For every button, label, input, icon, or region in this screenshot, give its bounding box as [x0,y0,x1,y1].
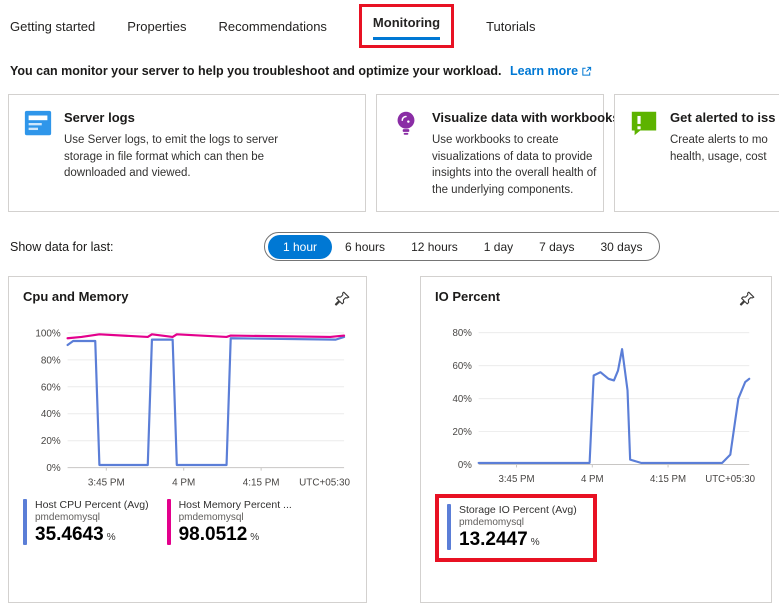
metric-value: 13.2447% [459,528,577,550]
svg-text:3:45 PM: 3:45 PM [498,474,534,485]
pin-icon [334,291,350,306]
server-logs-description: Use Server logs, to emit the logs to ser… [64,134,279,180]
io-percent-chart-title: IO Percent [435,289,501,304]
alerts-title: Get alerted to iss [670,110,776,125]
pin-button[interactable] [737,289,757,309]
alerts-card-content: Get alerted to iss Create alerts to mo h… [670,108,775,198]
legend-text: Storage IO Percent (Avg) pmdemomysql 13.… [459,504,577,550]
metric-name: Storage IO Percent (Avg) [459,503,577,516]
svg-text:4 PM: 4 PM [581,474,604,485]
metric-name: Host Memory Percent ... [178,499,292,512]
svg-text:0%: 0% [46,463,61,474]
legend-text: Host CPU Percent (Avg) pmdemomysql 35.46… [35,499,149,545]
server-logs-card: Server logs Use Server logs, to emit the… [8,94,366,212]
svg-text:3:45 PM: 3:45 PM [88,477,125,488]
server-logs-title: Server logs [64,110,135,125]
workbooks-title: Visualize data with workbooks [432,110,620,125]
monitoring-info-cards: Server logs Use Server logs, to emit the… [8,94,779,212]
svg-text:UTC+05:30: UTC+05:30 [705,474,755,485]
metric-name: Host CPU Percent (Avg) [35,499,149,512]
time-option-1-hour[interactable]: 1 hour [268,234,333,259]
legend-color-bar [166,499,171,546]
svg-text:4:15 PM: 4:15 PM [243,477,280,488]
alerts-description-line-1: Create alerts to mo [670,134,768,146]
io-percent-chart: 0% 20% 40% 60% 80% 3:45 PM 4 PM 4:15 PM UTC+05:3… [452,328,755,485]
cpu-memory-chart-header: Cpu and Memory [23,289,352,309]
metric-value: 98.0512% [179,525,292,545]
resource-name: pmdemomysql [459,516,525,528]
legend-color-bar [447,503,451,550]
external-link-icon [582,66,592,76]
legend-item-storage-io[interactable]: Storage IO Percent (Avg) pmdemomysql 13.… [447,503,577,550]
metric-value: 35.4643% [35,525,149,545]
svg-text:4 PM: 4 PM [172,477,195,488]
time-option-6-hours[interactable]: 6 hours [345,239,386,254]
cpu-memory-chart-card: Cpu and Memory 0% 20% 40% 60% 80% 100% 3:45 PM… [8,276,367,603]
time-option-30-days[interactable]: 30 days [600,239,643,254]
workbooks-card-content: Visualize data with workbooks Use workbo… [432,108,620,198]
tab-recommendations[interactable]: Recommendations [218,18,327,34]
io-percent-chart-card: IO Percent 0% 20% 40% 60% 80% 3:45 PM 4 PM 4:15… [420,276,772,603]
svg-text:UTC+05:30: UTC+05:30 [299,477,350,488]
svg-text:80%: 80% [41,355,61,366]
svg-text:20%: 20% [41,436,61,447]
server-logs-card-content: Server logs Use Server logs, to emit the… [64,108,310,198]
resource-name: pmdemomysql [35,512,101,524]
alert-icon [631,111,657,136]
pin-icon [739,291,755,306]
legend-text: Host Memory Percent ... pmdemomysql 98.0… [179,499,292,545]
cpu-memory-chart-title: Cpu and Memory [23,289,129,304]
svg-text:100%: 100% [35,328,61,339]
legend-item-host-cpu[interactable]: Host CPU Percent (Avg) pmdemomysql 35.46… [23,499,149,546]
workbooks-description: Use workbooks to create visualizations o… [432,134,597,197]
alerts-card: Get alerted to iss Create alerts to mo h… [614,94,779,212]
tab-bar: Getting started Properties Recommendatio… [10,4,535,48]
intro-line: You can monitor your server to help you … [10,64,592,78]
tab-getting-started[interactable]: Getting started [10,18,96,34]
resource-name: pmdemomysql [178,512,244,524]
time-range-label: Show data for last: [10,240,114,254]
metric-value-number: 98.0512 [178,524,248,546]
intro-text: You can monitor your server to help you … [10,64,502,78]
alerts-description-line-2: health, usage, cost [670,150,767,163]
time-option-12-hours[interactable]: 12 hours [411,239,458,254]
time-option-7-days[interactable]: 7 days [539,239,575,254]
time-range-selector: 1 hour 6 hours 12 hours 1 day 7 days 30 … [264,232,660,261]
alerts-description: Create alerts to mo health, usage, cost [670,132,775,165]
svg-text:0%: 0% [458,460,472,471]
legend-item-host-memory[interactable]: Host Memory Percent ... pmdemomysql 98.0… [166,499,292,546]
metric-value-unit: % [250,532,260,544]
legend-color-bar [23,499,27,546]
svg-text:60%: 60% [452,361,472,372]
cpu-memory-chart: 0% 20% 40% 60% 80% 100% 3:45 PM 4 PM 4:15 PM UTC+… [35,328,350,488]
io-percent-chart-header: IO Percent [435,289,757,309]
pin-button[interactable] [332,289,352,309]
learn-more-link[interactable]: Learn more [510,64,592,78]
metric-value-unit: % [106,532,116,544]
storage-io-legend-red-highlight: Storage IO Percent (Avg) pmdemomysql 13.… [435,493,597,562]
monitoring-tab-red-highlight: Monitoring [358,4,455,48]
cpu-memory-legend: Host CPU Percent (Avg) pmdemomysql 35.46… [23,499,352,546]
learn-more-label: Learn more [509,64,579,78]
workbooks-card: Visualize data with workbooks Use workbo… [376,94,620,212]
tab-properties[interactable]: Properties [127,18,187,34]
metric-value-unit: % [530,536,540,548]
svg-text:40%: 40% [41,409,61,420]
tab-tutorials[interactable]: Tutorials [486,18,536,34]
workbooks-icon [397,111,415,135]
svg-text:80%: 80% [452,328,472,339]
svg-text:20%: 20% [452,427,472,438]
time-option-1-day[interactable]: 1 day [483,239,514,254]
tab-monitoring[interactable]: Monitoring [372,15,441,40]
server-logs-icon [24,110,52,136]
svg-text:60%: 60% [41,382,61,393]
svg-text:40%: 40% [452,394,472,405]
metric-value-number: 13.2447 [459,528,528,550]
metric-value-number: 35.4643 [35,524,104,546]
svg-text:4:15 PM: 4:15 PM [650,474,686,485]
